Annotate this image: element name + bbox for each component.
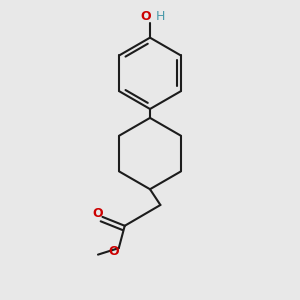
Text: H: H bbox=[156, 10, 165, 23]
Text: O: O bbox=[93, 207, 103, 220]
Text: O: O bbox=[141, 10, 152, 23]
Text: O: O bbox=[108, 245, 119, 258]
